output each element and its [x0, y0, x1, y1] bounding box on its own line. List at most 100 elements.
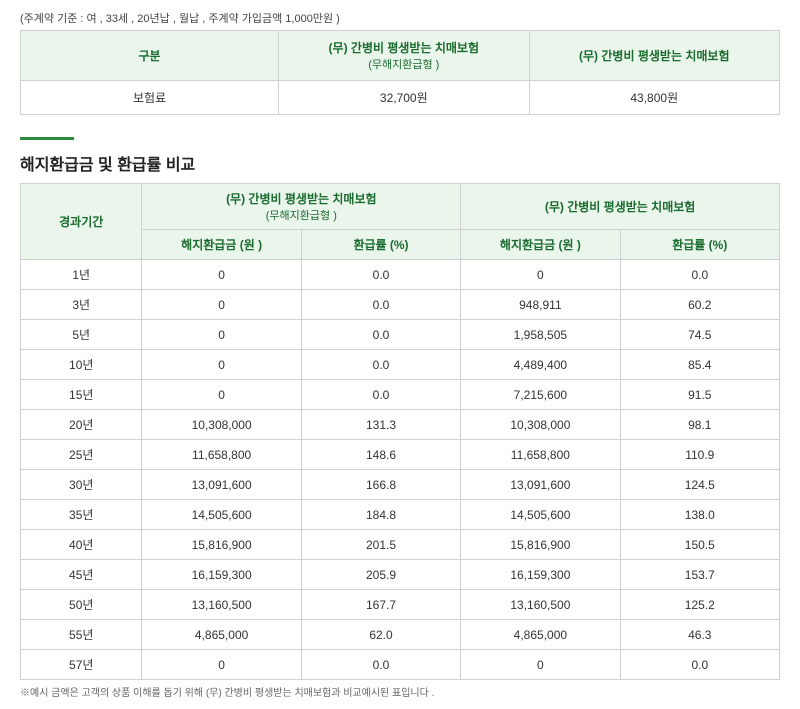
table-cell: 110.9 [620, 440, 779, 470]
table-cell: 10년 [21, 350, 142, 380]
refund-header-plan-b: (무) 간병비 평생받는 치매보험 [461, 184, 780, 230]
table-cell: 15,816,900 [142, 530, 301, 560]
refund-header-period: 경과기간 [21, 184, 142, 260]
premium-header-plan-b: (무) 간병비 평생받는 치매보험 [529, 31, 779, 81]
refund-header-amt-a: 해지환급금 (원 ) [142, 230, 301, 260]
table-cell: 62.0 [301, 620, 460, 650]
table-cell: 1년 [21, 260, 142, 290]
table-row: 57년00.000.0 [21, 650, 780, 680]
plan-a-title: (무) 간병비 평생받는 치매보험 [329, 41, 479, 55]
table-cell: 201.5 [301, 530, 460, 560]
table-cell: 0.0 [301, 290, 460, 320]
table-cell: 14,505,600 [461, 500, 620, 530]
table-cell: 7,215,600 [461, 380, 620, 410]
table-cell: 0 [142, 650, 301, 680]
table-cell: 45년 [21, 560, 142, 590]
table-cell: 0.0 [301, 260, 460, 290]
table-cell: 0.0 [301, 350, 460, 380]
table-cell: 0.0 [620, 260, 779, 290]
table-cell: 85.4 [620, 350, 779, 380]
table-cell: 30년 [21, 470, 142, 500]
table-cell: 167.7 [301, 590, 460, 620]
table-cell: 16,159,300 [461, 560, 620, 590]
table-cell: 35년 [21, 500, 142, 530]
table-cell: 0.0 [620, 650, 779, 680]
table-cell: 0 [142, 320, 301, 350]
refund-header-rate-a: 환급률 (%) [301, 230, 460, 260]
table-cell: 150.5 [620, 530, 779, 560]
section-title: 해지환급금 및 환급률 비교 [20, 133, 780, 175]
table-row: 55년4,865,00062.04,865,00046.3 [21, 620, 780, 650]
table-cell: 0.0 [301, 320, 460, 350]
footnote-text: ※예시 금액은 고객의 상품 이해를 돕기 위해 (무) 간병비 평생받는 치매… [20, 684, 780, 699]
table-cell: 50년 [21, 590, 142, 620]
table-cell: 125.2 [620, 590, 779, 620]
table-cell: 0 [142, 350, 301, 380]
table-row: 20년10,308,000131.310,308,00098.1 [21, 410, 780, 440]
refund-header-plan-a: (무) 간병비 평생받는 치매보험 (무해지환급형 ) [142, 184, 461, 230]
table-cell: 148.6 [301, 440, 460, 470]
refund-plan-a-title: (무) 간병비 평생받는 치매보험 [226, 192, 376, 206]
table-cell: 166.8 [301, 470, 460, 500]
table-cell: 131.3 [301, 410, 460, 440]
premium-value-b: 43,800원 [529, 81, 779, 115]
table-cell: 153.7 [620, 560, 779, 590]
table-row: 10년00.04,489,40085.4 [21, 350, 780, 380]
table-cell: 124.5 [620, 470, 779, 500]
premium-header-category: 구분 [21, 31, 279, 81]
table-cell: 13,091,600 [461, 470, 620, 500]
table-row: 15년00.07,215,60091.5 [21, 380, 780, 410]
table-cell: 25년 [21, 440, 142, 470]
table-cell: 10,308,000 [461, 410, 620, 440]
refund-plan-a-subtitle: (무해지환급형 ) [266, 210, 337, 222]
plan-a-subtitle: (무해지환급형 ) [368, 59, 439, 71]
table-cell: 0.0 [301, 650, 460, 680]
table-cell: 5년 [21, 320, 142, 350]
table-cell: 55년 [21, 620, 142, 650]
refund-header-amt-b: 해지환급금 (원 ) [461, 230, 620, 260]
criteria-text: (주계약 기준 : 여 , 33세 , 20년납 , 월납 , 주계약 가입금액… [20, 10, 780, 26]
table-cell: 15,816,900 [461, 530, 620, 560]
premium-row-label: 보험료 [21, 81, 279, 115]
table-cell: 0 [461, 650, 620, 680]
table-cell: 0.0 [301, 380, 460, 410]
premium-table: 구분 (무) 간병비 평생받는 치매보험 (무해지환급형 ) (무) 간병비 평… [20, 30, 780, 115]
table-cell: 4,489,400 [461, 350, 620, 380]
table-cell: 46.3 [620, 620, 779, 650]
table-cell: 10,308,000 [142, 410, 301, 440]
table-row: 3년00.0948,91160.2 [21, 290, 780, 320]
table-cell: 948,911 [461, 290, 620, 320]
table-row: 35년14,505,600184.814,505,600138.0 [21, 500, 780, 530]
table-cell: 4,865,000 [142, 620, 301, 650]
table-cell: 15년 [21, 380, 142, 410]
table-row: 25년11,658,800148.611,658,800110.9 [21, 440, 780, 470]
table-cell: 40년 [21, 530, 142, 560]
table-cell: 11,658,800 [461, 440, 620, 470]
table-cell: 13,160,500 [461, 590, 620, 620]
table-cell: 74.5 [620, 320, 779, 350]
section-title-text: 해지환급금 및 환급률 비교 [20, 157, 195, 174]
table-cell: 98.1 [620, 410, 779, 440]
table-cell: 0 [142, 380, 301, 410]
premium-header-plan-a: (무) 간병비 평생받는 치매보험 (무해지환급형 ) [279, 31, 529, 81]
refund-header-rate-b: 환급률 (%) [620, 230, 779, 260]
table-row: 1년00.000.0 [21, 260, 780, 290]
table-cell: 16,159,300 [142, 560, 301, 590]
table-cell: 14,505,600 [142, 500, 301, 530]
table-row: 40년15,816,900201.515,816,900150.5 [21, 530, 780, 560]
premium-value-a: 32,700원 [279, 81, 529, 115]
table-row: 45년16,159,300205.916,159,300153.7 [21, 560, 780, 590]
table-cell: 11,658,800 [142, 440, 301, 470]
table-cell: 184.8 [301, 500, 460, 530]
table-row: 50년13,160,500167.713,160,500125.2 [21, 590, 780, 620]
table-cell: 0 [461, 260, 620, 290]
table-cell: 60.2 [620, 290, 779, 320]
table-cell: 1,958,505 [461, 320, 620, 350]
table-cell: 3년 [21, 290, 142, 320]
refund-table: 경과기간 (무) 간병비 평생받는 치매보험 (무해지환급형 ) (무) 간병비… [20, 183, 780, 680]
table-row: 30년13,091,600166.813,091,600124.5 [21, 470, 780, 500]
table-cell: 20년 [21, 410, 142, 440]
table-cell: 91.5 [620, 380, 779, 410]
table-cell: 205.9 [301, 560, 460, 590]
table-cell: 138.0 [620, 500, 779, 530]
